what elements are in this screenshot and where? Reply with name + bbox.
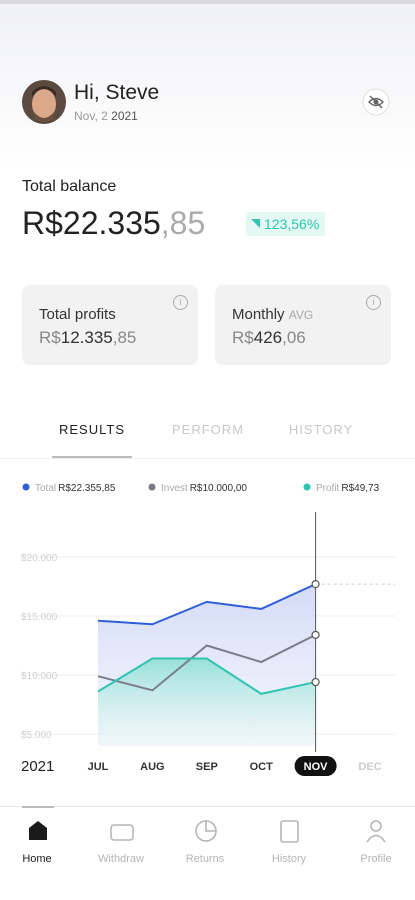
legend-name: Total [35, 483, 56, 494]
area [98, 658, 316, 746]
nav-divider [0, 806, 415, 807]
nav-icons [29, 820, 386, 843]
status-strip [0, 0, 415, 4]
card-prefix: R$ [39, 328, 61, 347]
y-tick-label: $5.000 [21, 730, 52, 741]
x-tick-label: SEP [196, 761, 218, 773]
card-cents: ,06 [282, 328, 306, 347]
card[interactable]: Total profits R$12.335,85 i [22, 285, 198, 365]
legend-dot [148, 483, 156, 491]
card-value: R$12.335,85 [39, 328, 136, 348]
tab[interactable]: RESULTS [59, 422, 125, 437]
balance-value: R$22.335,85 [22, 205, 205, 242]
date-year: 2021 [111, 109, 138, 123]
legend-dot [303, 483, 311, 491]
card-title-text: Monthly [232, 306, 285, 323]
x-tick-label: DEC [358, 761, 381, 773]
y-tick-label: $20.000 [21, 553, 58, 564]
card-title-suffix: AVG [288, 308, 314, 322]
date: Nov, 2 2021 [74, 109, 138, 123]
nav-label[interactable]: History [271, 853, 307, 865]
greeting: Hi, Steve [74, 81, 160, 104]
card-prefix: R$ [232, 328, 254, 347]
avatar[interactable] [22, 80, 66, 124]
balance-main: R$22.335 [22, 205, 161, 241]
hide-balance-button[interactable] [362, 88, 390, 116]
tab-divider [0, 458, 415, 459]
x-tick-label: OCT [250, 761, 274, 773]
change-arrow [251, 219, 260, 228]
card[interactable]: Monthly AVG R$426,06 i [215, 285, 391, 365]
change-badge: 123,56% [246, 212, 326, 236]
change-value: 123,56% [264, 216, 320, 232]
balance-cents: ,85 [160, 205, 206, 241]
card-value: R$426,06 [232, 328, 306, 348]
legend-name: Invest [161, 483, 188, 494]
point [311, 580, 320, 589]
year-label: 2021 [21, 758, 54, 775]
y-tick-label: $10.000 [21, 671, 58, 682]
card-title: Total profits [39, 306, 116, 323]
x-tick-label: AUG [140, 761, 164, 773]
legend-dot [22, 483, 30, 491]
nav-label[interactable]: Profile [360, 853, 392, 865]
line [97, 633, 317, 692]
line [97, 583, 317, 626]
tab-indicator [52, 456, 132, 458]
header-background [0, 0, 415, 170]
x-tick-label: JUL [88, 761, 109, 773]
card-cents: ,85 [112, 328, 137, 347]
nav-label[interactable]: Home [22, 853, 52, 865]
card-main: 426 [253, 328, 283, 347]
legend-value: R$49,73 [341, 483, 379, 494]
point [311, 677, 320, 687]
card-title-text: Total profits [39, 306, 116, 323]
x-tick-label: NOV [304, 761, 329, 773]
withdraw-icon[interactable] [110, 824, 134, 841]
history-icon[interactable] [280, 820, 299, 843]
line [97, 657, 316, 695]
card-title: Monthly AVG [232, 306, 313, 323]
tab[interactable]: HISTORY [288, 422, 354, 437]
info-icon[interactable]: i [173, 295, 188, 310]
point [311, 630, 320, 639]
legend-value: R$10.000,00 [190, 483, 248, 494]
home-icon[interactable] [29, 821, 47, 840]
info-icon[interactable]: i [366, 295, 381, 310]
date-day: Nov, 2 [74, 109, 108, 123]
nav-label[interactable]: Withdraw [98, 853, 144, 865]
balance-label: Total balance [22, 178, 117, 195]
selected-pill [294, 756, 337, 776]
legend-value: R$22.355,85 [58, 483, 116, 494]
y-tick-label: $15.000 [21, 612, 58, 623]
legend-name: Profit [316, 483, 340, 494]
tab[interactable]: PERFORM [172, 422, 244, 437]
profile-icon[interactable] [370, 820, 382, 832]
nav-label[interactable]: Returns [185, 853, 225, 865]
nav-indicator [22, 806, 54, 808]
card-main: 12.335 [60, 328, 113, 347]
